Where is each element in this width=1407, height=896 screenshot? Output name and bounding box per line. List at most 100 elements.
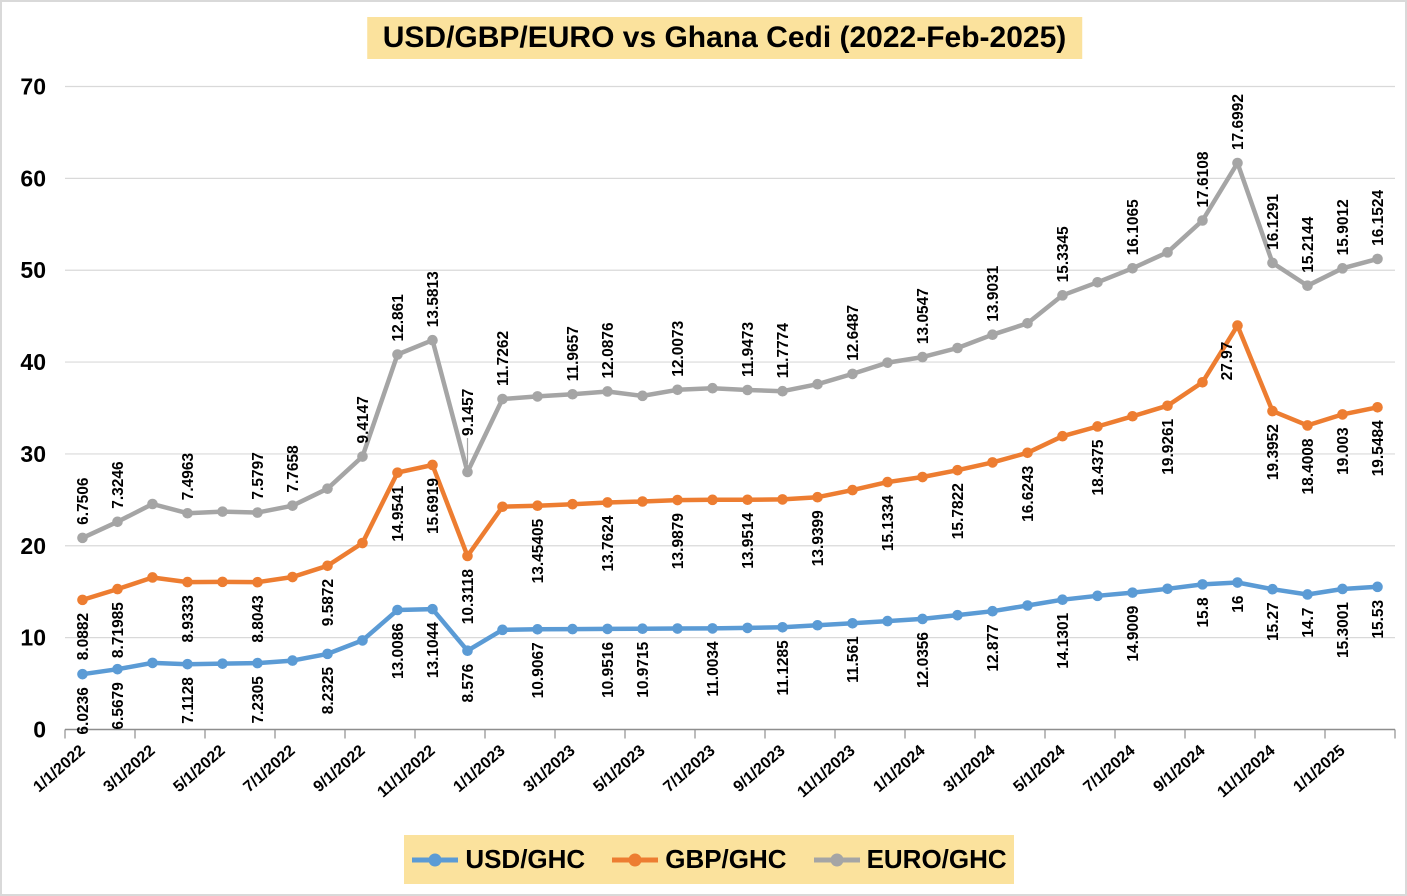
chart-title: USD/GBP/EURO vs Ghana Cedi (2022-Feb-202… xyxy=(366,17,1083,59)
data-label: 7.5797 xyxy=(250,452,267,499)
data-point-marker xyxy=(287,500,298,511)
data-label: 13.9514 xyxy=(740,512,757,568)
data-point-marker xyxy=(952,342,963,354)
data-point-marker xyxy=(567,388,578,400)
data-label: 16.6243 xyxy=(1020,465,1037,521)
y-tick-label: 70 xyxy=(20,74,46,100)
x-axis-group xyxy=(64,728,1396,739)
data-label: 13.1044 xyxy=(425,622,442,678)
legend-item-usd: USD/GHC xyxy=(411,844,585,875)
data-label: 12.0356 xyxy=(915,632,932,688)
data-point-marker xyxy=(357,635,368,646)
data-point-marker xyxy=(217,658,228,669)
data-label: 13.5813 xyxy=(425,271,442,327)
data-label: 11.9473 xyxy=(740,321,757,377)
data-label: 15.27 xyxy=(1265,602,1282,641)
data-point-marker xyxy=(217,506,228,517)
y-tick-label: 20 xyxy=(20,533,46,559)
data-label: 6.5679 xyxy=(110,682,127,730)
data-label: 13.9399 xyxy=(810,510,827,566)
x-tick-label: 11/1/2024 xyxy=(1214,742,1278,801)
data-label: 15.3001 xyxy=(1335,602,1352,658)
x-tick-label: 1/1/2022 xyxy=(30,742,88,796)
data-point-marker xyxy=(147,657,158,669)
data-label: 7.2305 xyxy=(250,676,267,724)
data-label: 11.7774 xyxy=(775,323,792,379)
data-point-marker xyxy=(1302,589,1313,600)
data-label: 12.0876 xyxy=(600,322,617,378)
data-point-marker xyxy=(1092,421,1103,432)
data-point-marker xyxy=(532,624,543,635)
x-tick-label: 5/1/2024 xyxy=(1010,742,1068,796)
data-label: 15.9012 xyxy=(1335,199,1352,255)
series-line-EURO/GHC xyxy=(80,160,1380,541)
data-point-marker xyxy=(742,622,753,634)
data-point-marker xyxy=(917,471,928,483)
data-point-marker xyxy=(252,576,263,588)
data-label: 10.9516 xyxy=(600,642,617,698)
data-label: 14.9541 xyxy=(390,485,407,541)
data-point-marker xyxy=(882,615,893,627)
data-label: 17.6992 xyxy=(1230,94,1247,150)
data-label: 7.7658 xyxy=(285,445,302,493)
data-point-marker xyxy=(1372,401,1383,413)
data-label: 8.9333 xyxy=(180,595,197,643)
series-line-GBP/GHC xyxy=(80,323,1380,603)
data-label: 15.2144 xyxy=(1300,216,1317,272)
data-point-marker xyxy=(112,663,123,675)
data-point-marker xyxy=(357,537,368,549)
data-point-marker xyxy=(532,500,543,512)
data-point-marker xyxy=(322,483,333,494)
data-point-marker xyxy=(1232,577,1243,588)
data-label: 10.9715 xyxy=(635,641,652,697)
data-point-marker xyxy=(1022,447,1033,459)
data-point-marker xyxy=(567,623,578,635)
data-label: 6.7506 xyxy=(75,477,92,525)
data-point-marker xyxy=(357,451,368,462)
data-label: 11.1285 xyxy=(775,640,792,696)
data-label: 7.4963 xyxy=(180,452,197,500)
data-point-marker xyxy=(1372,253,1383,265)
data-label: 18.4008 xyxy=(1300,438,1317,494)
x-tick-label: 11/1/2022 xyxy=(374,742,438,801)
y-tick-label: 60 xyxy=(20,165,46,191)
data-point-marker xyxy=(392,467,403,478)
series-group xyxy=(77,157,1383,680)
data-point-marker xyxy=(707,382,718,394)
data-point-marker xyxy=(1022,317,1033,329)
x-tick-label: 5/1/2023 xyxy=(590,742,648,796)
data-label: 8.0882 xyxy=(75,613,92,660)
data-label: 7.3246 xyxy=(110,461,127,509)
data-point-marker xyxy=(112,516,123,528)
data-point-marker xyxy=(917,613,928,625)
data-label: 27.97 xyxy=(1219,342,1236,381)
x-tick-label: 7/1/2022 xyxy=(240,742,298,796)
legend-label-gbp: GBP/GHC xyxy=(665,844,787,874)
data-point-marker xyxy=(742,494,753,506)
data-point-marker xyxy=(1162,400,1173,412)
series-line-USD/GHC xyxy=(80,580,1380,677)
data-point-marker xyxy=(1337,583,1348,595)
data-point-marker xyxy=(602,386,613,397)
x-tick-label: 3/1/2023 xyxy=(520,742,578,796)
data-point-marker xyxy=(77,594,88,606)
legend-label-euro: EURO/GHC xyxy=(866,844,1007,874)
data-label: 8.576 xyxy=(460,663,477,702)
data-label: 13.45405 xyxy=(530,518,547,583)
x-tick-label: 7/1/2024 xyxy=(1080,742,1138,796)
data-point-marker xyxy=(1267,405,1278,417)
data-point-marker xyxy=(287,655,298,666)
data-point-marker xyxy=(812,491,823,503)
legend-item-euro: EURO/GHC xyxy=(813,844,1007,875)
data-point-marker xyxy=(812,619,823,631)
y-tick-label: 30 xyxy=(20,441,46,467)
data-point-marker xyxy=(1162,247,1173,258)
data-point-marker xyxy=(462,466,473,478)
data-point-marker xyxy=(532,391,543,402)
data-label: 16.1524 xyxy=(1370,190,1387,246)
data-point-marker xyxy=(462,550,473,562)
data-label: 18.4375 xyxy=(1090,439,1107,495)
data-point-marker xyxy=(252,507,263,518)
data-point-marker xyxy=(1232,320,1243,331)
data-point-marker xyxy=(497,501,508,513)
